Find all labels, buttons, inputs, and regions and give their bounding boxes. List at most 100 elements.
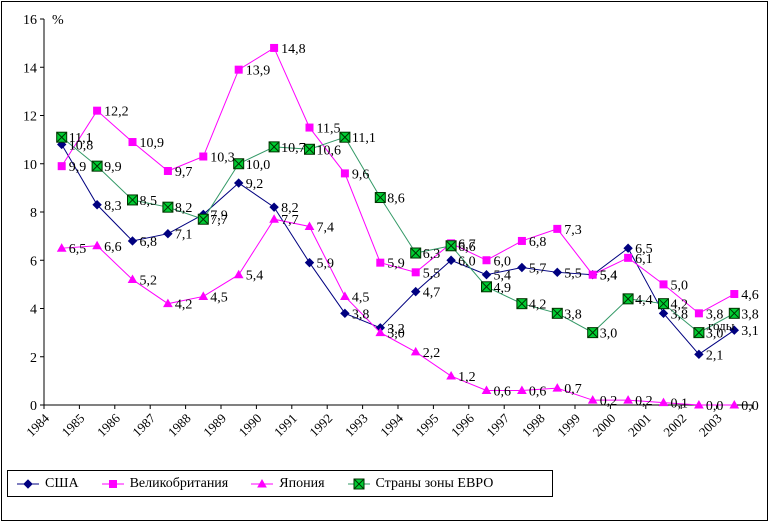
x-tick-label: 1988: [165, 411, 194, 440]
legend-swatch: [17, 478, 39, 489]
x-tick-label: 1992: [306, 411, 335, 440]
data-point-usa: [269, 202, 279, 212]
data-label-uk: 9,6: [352, 167, 370, 182]
x-tick-label: 1993: [342, 411, 371, 440]
y-tick-label: 8: [30, 206, 37, 221]
data-label-uk: 6,1: [635, 252, 653, 267]
data-label-japan: 7,7: [281, 213, 299, 228]
data-point-japan: [481, 385, 492, 395]
data-point-euro: [551, 307, 563, 319]
data-label-uk: 5,9: [387, 257, 405, 272]
data-point-euro: [481, 281, 492, 293]
data-point-japan: [729, 399, 740, 409]
data-point-usa: [623, 243, 633, 253]
data-point-uk: [57, 162, 66, 171]
data-label-japan: 6,5: [69, 242, 87, 257]
y-unit-label: %: [52, 13, 64, 28]
x-tick-label: 1995: [413, 411, 442, 440]
y-tick-label: 0: [30, 399, 37, 414]
series-line-japan: [61, 218, 735, 406]
data-label-euro: 8,5: [140, 194, 158, 209]
data-point-usa: [163, 229, 173, 239]
data-label-uk: 9,9: [69, 160, 87, 175]
data-point-japan: [92, 240, 102, 250]
data-label-uk: 9,7: [175, 165, 193, 180]
data-label-usa: 5,4: [600, 269, 618, 284]
data-point-japan: [694, 399, 704, 409]
y-tick-label: 16: [23, 13, 37, 28]
data-label-usa: 6,8: [140, 235, 158, 250]
data-label-usa: 2,1: [706, 348, 724, 363]
series-lines: [56, 43, 740, 409]
data-label-euro: 10,6: [317, 143, 342, 158]
x-tick-label: 2000: [590, 411, 619, 440]
data-label-uk: 5,4: [600, 269, 618, 284]
data-label-japan: 7,4: [317, 220, 335, 235]
data-point-uk: [553, 224, 562, 233]
data-point-euro: [445, 240, 457, 252]
data-point-japan: [552, 383, 563, 392]
data-label-euro: 6,3: [423, 247, 441, 262]
data-point-usa: [127, 236, 138, 246]
data-label-uk: 13,9: [246, 64, 271, 79]
x-tick-label: 1989: [200, 411, 229, 440]
data-label-japan: 3,0: [387, 327, 405, 342]
data-label-japan: 0,7: [564, 382, 582, 397]
data-point-euro: [622, 293, 634, 305]
data-labels: 10,88,36,8 7,17,99,28,25,93,83,24,76,05,4…: [69, 42, 759, 414]
legend-item: Великобритания: [101, 476, 228, 492]
data-label-euro: 4,9: [494, 281, 512, 296]
data-point-uk: [234, 65, 243, 74]
data-label-euro: 9,9: [104, 160, 122, 175]
data-label-euro: 3,0: [706, 327, 724, 342]
data-point-euro: [91, 160, 103, 172]
x-tick-label: 2002: [660, 411, 689, 440]
data-label-japan: 0,6: [494, 385, 512, 400]
data-point-euro: [658, 298, 669, 310]
data-point-japan: [56, 243, 67, 252]
data-point-euro: [410, 247, 422, 259]
data-label-uk: 12,2: [104, 105, 129, 120]
data-label-euro: 3,8: [564, 307, 582, 322]
data-point-euro: [339, 131, 351, 143]
y-tick-label: 2: [30, 351, 37, 366]
data-point-japan: [304, 221, 315, 230]
data-label-japan: 1,2: [458, 370, 476, 385]
data-point-euro: [728, 307, 740, 319]
x-tick-label: 1990: [236, 411, 265, 440]
y-tick-label: 12: [23, 110, 37, 125]
data-label-uk: 10,9: [140, 136, 165, 151]
series-line-usa: [61, 144, 735, 356]
data-label-euro: 6,6: [458, 240, 476, 255]
data-point-uk: [305, 123, 314, 132]
data-label-euro: 11,1: [352, 131, 376, 146]
data-label-usa: 3,1: [741, 324, 759, 339]
data-label-usa: 3,2: [387, 322, 405, 337]
data-label-usa: 7,1: [175, 228, 193, 243]
data-label-uk: 11,5: [317, 122, 341, 137]
data-label-usa: 5,9: [317, 257, 335, 272]
data-point-usa: [410, 286, 421, 297]
data-point-euro: [127, 194, 138, 206]
data-point-euro: [197, 213, 209, 225]
data-point-usa: [233, 178, 244, 188]
data-point-japan: [623, 395, 633, 404]
data-label-uk: 7,3: [564, 223, 582, 238]
x-tick-label: 1987: [129, 410, 158, 439]
data-point-uk: [730, 290, 739, 299]
data-point-uk: [482, 256, 491, 265]
data-label-euro: 10,0: [246, 158, 271, 173]
data-label-euro: 8,2: [175, 201, 193, 216]
data-point-uk: [163, 166, 172, 175]
data-label-uk: 6,0: [494, 254, 512, 269]
data-label-japan: 0,2: [635, 394, 653, 409]
legend: США Великобритания Япония Страны зоны ЕВРО: [7, 470, 553, 497]
legend-item: Япония: [251, 476, 325, 492]
data-point-japan: [587, 395, 598, 404]
data-point-euro: [693, 327, 705, 339]
data-point-japan: [517, 385, 527, 395]
data-label-euro: 4,2: [671, 298, 689, 313]
data-point-uk: [694, 309, 703, 318]
